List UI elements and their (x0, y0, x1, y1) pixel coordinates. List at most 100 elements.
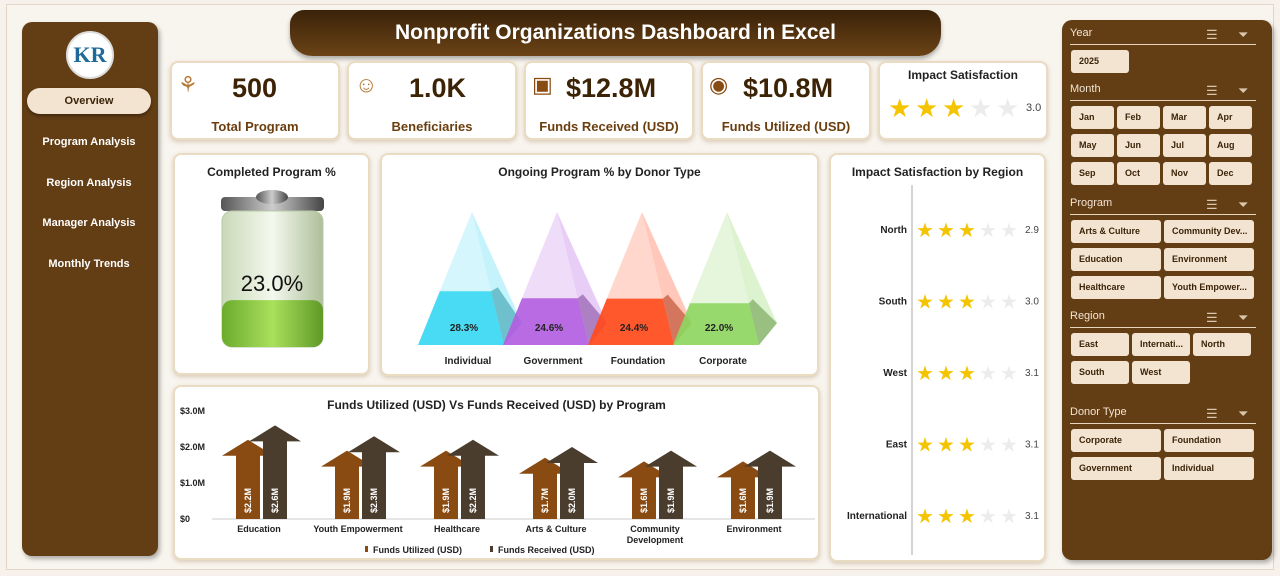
slicer-option-program[interactable]: Education (1071, 248, 1161, 271)
funds-arrow-chart: $0 $1.0M $2.0M $3.0M $2.2M $2.6M Education $1.9… (180, 406, 815, 555)
legend-marker (365, 546, 368, 552)
multi-select-icon[interactable]: ☰ (1206, 310, 1218, 325)
y-tick-label: $1.0M (180, 478, 205, 488)
slicer-option-month[interactable]: Dec (1209, 162, 1252, 185)
kpi-value: 1.0K (409, 73, 467, 103)
clear-filter-icon[interactable]: ⏷ (1238, 83, 1249, 98)
slicer-option-program[interactable]: Youth Empower... (1164, 276, 1254, 299)
kpi-label: Beneficiaries (391, 119, 473, 134)
category-label: North (880, 225, 907, 236)
slicer-option-donor[interactable]: Corporate (1071, 429, 1161, 452)
star-icon: ★ (1000, 435, 1018, 457)
data-label: $1.9M (342, 488, 352, 513)
slicer-option-month[interactable]: Jun (1117, 134, 1160, 157)
data-label: $1.9M (666, 488, 676, 513)
nav-program-analysis[interactable]: Program Analysis (42, 136, 136, 148)
slicer-option-month[interactable]: Sep (1071, 162, 1114, 185)
slicer-option-month[interactable]: Jan (1071, 106, 1114, 129)
star-icon: ★ (937, 363, 955, 385)
slicer-option-donor[interactable]: Foundation (1164, 429, 1254, 452)
slicer-option-month[interactable]: May (1071, 134, 1114, 157)
slicer-option-month[interactable]: Apr (1209, 106, 1252, 129)
category-label: International (847, 511, 907, 522)
data-label: $2.6M (270, 488, 280, 513)
nav-overview[interactable]: Overview (27, 88, 151, 114)
multi-select-icon[interactable]: ☰ (1206, 27, 1218, 42)
slicer-option-month[interactable]: Nov (1163, 162, 1206, 185)
slicer-header-month: Month ☰ ⏷ (1070, 83, 1256, 101)
category-label: Environment (726, 524, 781, 534)
slicer-option-year[interactable]: 2025 (1071, 50, 1129, 73)
data-label: 24.6% (535, 323, 563, 334)
category-label: Individual (445, 356, 492, 367)
kpi-beneficiaries: ☺ 1.0K Beneficiaries (347, 61, 517, 140)
star-icon: ★ (916, 506, 934, 528)
star-icon: ★ (937, 506, 955, 528)
kpi-funds-utilized: ◉ $10.8M Funds Utilized (USD) (701, 61, 871, 140)
star-icon: ★ (937, 292, 955, 314)
star-icon: ★ (1000, 506, 1018, 528)
slicer-option-month[interactable]: Oct (1117, 162, 1160, 185)
multi-select-icon[interactable]: ☰ (1206, 406, 1218, 421)
data-label: $1.6M (639, 488, 649, 513)
star-icon: ★ (916, 363, 934, 385)
nav-region-analysis[interactable]: Region Analysis (46, 177, 132, 189)
clear-filter-icon[interactable]: ⏷ (1238, 27, 1249, 42)
clear-filter-icon[interactable]: ⏷ (1238, 406, 1249, 421)
slicer-header-year: Year ☰ ⏷ (1070, 27, 1256, 45)
slicer-option-program[interactable]: Arts & Culture (1071, 220, 1161, 243)
arrow-bar (645, 450, 697, 519)
sidebar-nav: KR Overview Program Analysis Region Anal… (22, 22, 158, 556)
arrow-bar (321, 450, 373, 519)
money-bag-icon: ◉ (709, 72, 729, 97)
slicer-option-program[interactable]: Community Dev... (1164, 220, 1254, 243)
arrow-bar (519, 457, 571, 519)
slicer-option-region[interactable]: South (1071, 361, 1129, 384)
data-label: 24.4% (620, 323, 648, 334)
star-icon: ★ (958, 220, 976, 242)
battery-cap (221, 197, 324, 211)
star-icon: ★ (916, 220, 934, 242)
multi-select-icon[interactable]: ☰ (1206, 83, 1218, 98)
arrow-bar (222, 439, 274, 519)
star-icon: ★ (916, 435, 934, 457)
slicer-option-month[interactable]: Jul (1163, 134, 1206, 157)
slicer-option-month[interactable]: Mar (1163, 106, 1206, 129)
category-label: Healthcare (434, 524, 480, 534)
kpi-impact-satisfaction: Impact Satisfaction ★ ★ ★ ★ ★ 3.0 (878, 61, 1048, 140)
slicer-option-month[interactable]: Feb (1117, 106, 1160, 129)
battery-gauge: 23.0% (221, 190, 324, 348)
multi-select-icon[interactable]: ☰ (1206, 197, 1218, 212)
arrow-bar (717, 461, 769, 519)
slicer-header-program: Program ☰ ⏷ (1070, 197, 1256, 215)
pyramid-fill-side (577, 294, 607, 345)
slicer-option-donor[interactable]: Government (1071, 457, 1161, 480)
nav-monthly-trends[interactable]: Monthly Trends (48, 258, 130, 270)
clear-filter-icon[interactable]: ⏷ (1238, 310, 1249, 325)
data-label: 3.1 (1025, 440, 1039, 451)
clear-filter-icon[interactable]: ⏷ (1238, 197, 1249, 212)
arrow-bar (348, 436, 400, 519)
category-label-line: Community (630, 524, 680, 534)
data-label: 3.0 (1025, 297, 1039, 308)
kpi-value: $10.8M (743, 73, 834, 103)
impact-rating-value: 3.0 (1026, 102, 1042, 114)
kpi-label: Funds Received (USD) (539, 119, 679, 134)
slicer-option-region[interactable]: East (1071, 333, 1129, 356)
slicer-option-program[interactable]: Healthcare (1071, 276, 1161, 299)
battery-fill (222, 300, 323, 347)
arrow-bar (420, 450, 472, 519)
star-icon: ★ (888, 93, 912, 123)
category-label: Arts & Culture (525, 524, 586, 534)
slicer-option-program[interactable]: Environment (1164, 248, 1254, 271)
nav-manager-analysis[interactable]: Manager Analysis (42, 217, 136, 229)
slicer-option-region[interactable]: Internati... (1132, 333, 1190, 356)
data-label: $1.7M (540, 488, 550, 513)
slicer-option-region[interactable]: West (1132, 361, 1190, 384)
slicer-option-donor[interactable]: Individual (1164, 457, 1254, 480)
slicer-option-region[interactable]: North (1193, 333, 1251, 356)
data-label: 22.0% (705, 323, 733, 334)
slicer-option-month[interactable]: Aug (1209, 134, 1252, 157)
y-tick-label: $3.0M (180, 406, 205, 416)
impact-rating-stars: ★ ★ ★ ★ ★ (888, 93, 1023, 125)
